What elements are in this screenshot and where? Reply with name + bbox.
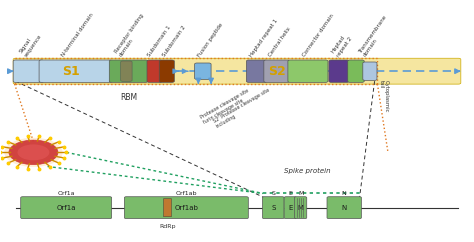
Circle shape (18, 144, 49, 160)
Text: Orf1a: Orf1a (56, 205, 76, 211)
FancyBboxPatch shape (327, 197, 361, 219)
Text: Signal
sequence: Signal sequence (18, 30, 43, 58)
FancyBboxPatch shape (13, 60, 44, 82)
Text: Orf1a: Orf1a (57, 191, 75, 197)
FancyBboxPatch shape (164, 199, 172, 217)
Text: Subdomain 2: Subdomain 2 (161, 25, 186, 58)
FancyBboxPatch shape (294, 197, 307, 219)
Text: Spike protein: Spike protein (284, 168, 331, 174)
Text: Orf1ab: Orf1ab (175, 191, 197, 197)
FancyBboxPatch shape (39, 60, 112, 82)
FancyBboxPatch shape (120, 61, 132, 81)
FancyBboxPatch shape (363, 62, 377, 80)
Text: RBM: RBM (120, 93, 137, 102)
Text: S2: S2 (268, 65, 285, 78)
Text: Fusion peptide: Fusion peptide (197, 22, 224, 58)
Text: S: S (271, 205, 275, 211)
Text: Cytoplasmic
tail: Cytoplasmic tail (378, 80, 389, 113)
FancyBboxPatch shape (329, 60, 349, 82)
Text: Heptad repeat 1: Heptad repeat 1 (249, 18, 279, 58)
Text: N: N (342, 191, 346, 197)
Text: N: N (342, 205, 347, 211)
Text: N-terminal domain: N-terminal domain (61, 12, 95, 58)
FancyBboxPatch shape (159, 60, 174, 82)
Text: S: S (271, 191, 275, 197)
Text: E: E (288, 205, 292, 211)
Text: S2' Protease cleavage site
including: S2' Protease cleavage site including (212, 88, 273, 129)
Text: Heptad
repeat 2: Heptad repeat 2 (331, 32, 353, 58)
FancyBboxPatch shape (246, 60, 267, 82)
FancyBboxPatch shape (124, 197, 248, 219)
Text: Protease cleavage site
furin cleavage site: Protease cleavage site furin cleavage si… (199, 88, 253, 125)
FancyBboxPatch shape (263, 197, 284, 219)
Text: M: M (298, 191, 303, 197)
Text: Transmembrane
domain: Transmembrane domain (358, 15, 392, 58)
FancyBboxPatch shape (147, 60, 162, 82)
Text: Orf1ab: Orf1ab (174, 205, 198, 211)
Text: S1: S1 (62, 65, 80, 78)
Circle shape (4, 138, 63, 167)
FancyBboxPatch shape (348, 60, 364, 82)
Text: Connector domain: Connector domain (301, 13, 335, 58)
Text: M: M (298, 205, 304, 211)
FancyBboxPatch shape (109, 60, 148, 82)
Text: RdRp: RdRp (159, 224, 176, 229)
FancyBboxPatch shape (284, 197, 296, 219)
Text: Subdomain 1: Subdomain 1 (147, 25, 172, 58)
FancyBboxPatch shape (195, 63, 211, 79)
FancyBboxPatch shape (13, 58, 461, 84)
Text: E: E (288, 191, 292, 197)
FancyBboxPatch shape (21, 197, 112, 219)
Circle shape (9, 140, 58, 165)
Text: Receptor binding
domain: Receptor binding domain (114, 13, 150, 58)
Text: Central helix: Central helix (267, 26, 292, 58)
FancyBboxPatch shape (288, 60, 328, 82)
FancyBboxPatch shape (264, 60, 290, 82)
